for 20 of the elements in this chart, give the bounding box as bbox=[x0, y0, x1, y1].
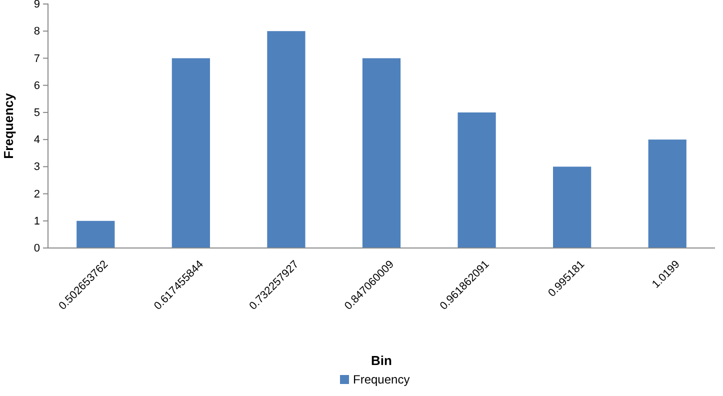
bar bbox=[267, 31, 306, 248]
bar bbox=[362, 58, 401, 248]
bar bbox=[76, 220, 115, 248]
y-tick-label: 3 bbox=[34, 161, 40, 174]
y-tick-label: 0 bbox=[34, 242, 40, 255]
bar bbox=[648, 140, 686, 248]
bar bbox=[172, 58, 210, 248]
legend-label: Frequency bbox=[353, 372, 410, 386]
y-tick-label: 6 bbox=[34, 80, 40, 92]
y-tick-label: 4 bbox=[34, 134, 40, 146]
y-tick-label: 7 bbox=[34, 52, 40, 65]
x-axis-title: Bin bbox=[371, 353, 392, 368]
y-tick-label: 1 bbox=[34, 215, 40, 228]
y-tick-label: 8 bbox=[34, 26, 40, 38]
bar bbox=[553, 166, 592, 248]
y-axis-title: Frequency bbox=[1, 92, 16, 159]
y-tick-label: 2 bbox=[34, 188, 40, 200]
y-tick-label: 9 bbox=[34, 0, 40, 11]
y-tick-label: 5 bbox=[34, 106, 40, 119]
bar bbox=[458, 112, 496, 248]
